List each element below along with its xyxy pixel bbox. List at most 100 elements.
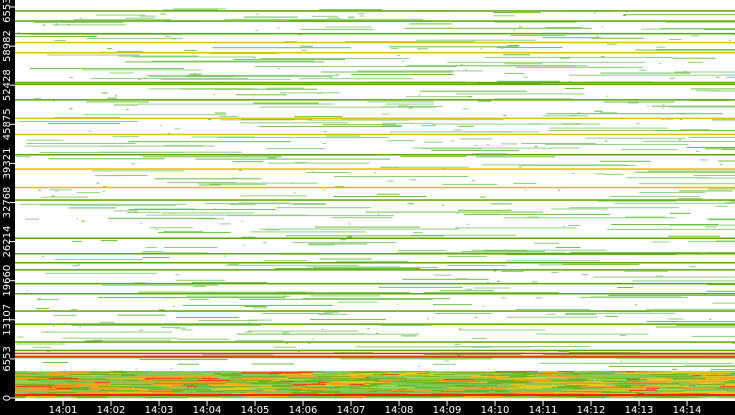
sparse-segment [184, 49, 197, 51]
dense-cell [679, 383, 700, 385]
sparse-segment [635, 304, 638, 306]
sparse-segment [163, 9, 219, 11]
dense-cell [482, 392, 513, 394]
sparse-segment [96, 182, 100, 184]
dense-cell [15, 386, 52, 388]
dense-cell [374, 381, 408, 383]
dense-cell [638, 386, 661, 388]
dense-cell [150, 379, 174, 381]
sparse-segment [600, 56, 605, 57]
dense-cell [306, 386, 335, 388]
dense-cell [250, 388, 294, 390]
dense-cell [137, 381, 182, 383]
dense-cell [619, 372, 658, 374]
sparse-segment [565, 88, 584, 89]
dense-cell [497, 385, 515, 387]
dense-cell [72, 390, 99, 392]
sparse-segment [39, 204, 101, 206]
dense-cell [127, 383, 154, 385]
sparse-segment [83, 114, 227, 116]
dense-cell [562, 372, 592, 374]
sparse-segment [416, 39, 536, 41]
sparse-segment [313, 267, 438, 268]
dense-cell [672, 373, 705, 375]
sparse-segment [294, 116, 343, 118]
sparse-segment [127, 141, 292, 143]
dense-cell [509, 391, 543, 393]
dense-cell [583, 381, 603, 383]
sparse-segment [308, 244, 335, 246]
sparse-segment [164, 252, 208, 254]
sparse-segment [73, 19, 172, 21]
dense-cell [414, 391, 441, 393]
sparse-segment [447, 265, 507, 267]
sparse-segment [535, 297, 543, 299]
sparse-segment [427, 318, 430, 320]
sparse-segment [232, 161, 264, 163]
sparse-segment [668, 318, 684, 320]
sparse-segment [126, 331, 130, 333]
sparse-segment [453, 129, 463, 131]
dense-cell [340, 387, 361, 389]
sparse-segment [647, 105, 650, 107]
dense-cell [276, 390, 281, 392]
sparse-segment [709, 318, 712, 320]
dense-cell [387, 372, 393, 374]
dense-cell [321, 373, 362, 375]
dense-cell [552, 374, 557, 376]
dense-cell [304, 380, 335, 382]
sparse-segment [671, 368, 678, 370]
sparse-segment [186, 295, 291, 297]
sparse-segment [328, 333, 420, 335]
sparse-segment [365, 211, 544, 213]
sparse-segment [592, 276, 735, 278]
sparse-segment [546, 113, 723, 115]
dense-cell [239, 374, 279, 376]
dense-cell [155, 385, 172, 387]
dense-cell [268, 373, 282, 375]
sparse-segment [86, 38, 183, 40]
persistent-row [15, 41, 735, 44]
sparse-segment [323, 189, 326, 191]
dense-cell [196, 380, 231, 382]
dense-cell [183, 384, 209, 386]
dense-cell [368, 391, 378, 393]
dense-cell [371, 386, 410, 388]
sparse-segment [236, 94, 287, 96]
dense-cell [525, 378, 548, 380]
dense-cell [205, 373, 214, 375]
sparse-segment [310, 319, 386, 321]
sparse-segment [412, 232, 423, 234]
dense-cell [639, 375, 665, 377]
sparse-segment [47, 122, 121, 124]
sparse-segment [116, 51, 143, 53]
sparse-segment [53, 117, 120, 118]
sparse-segment [48, 158, 165, 160]
sparse-segment [213, 94, 216, 95]
dense-cell [630, 386, 639, 388]
sparse-segment [42, 24, 46, 26]
sparse-segment [212, 47, 351, 49]
dense-cell [270, 390, 277, 392]
dense-cell [210, 377, 230, 379]
dense-cell [495, 371, 539, 373]
sparse-segment [227, 215, 394, 217]
dense-cell [35, 397, 44, 399]
dense-cell [241, 372, 284, 374]
dense-cell [422, 376, 441, 378]
dense-cell [501, 383, 541, 385]
sparse-segment [162, 297, 177, 299]
sparse-segment [504, 63, 543, 65]
dense-cell [607, 373, 615, 375]
dense-cell [222, 397, 229, 399]
dense-cell [132, 386, 169, 388]
dense-cell [682, 388, 716, 390]
dense-cell [230, 373, 269, 375]
y-tick-label: 26214 [2, 226, 13, 258]
sparse-segment [729, 200, 735, 202]
dense-cell [28, 393, 56, 395]
dense-cell [644, 393, 651, 395]
sparse-segment [558, 189, 561, 191]
dense-cell [366, 396, 395, 398]
dense-cell [424, 378, 468, 380]
